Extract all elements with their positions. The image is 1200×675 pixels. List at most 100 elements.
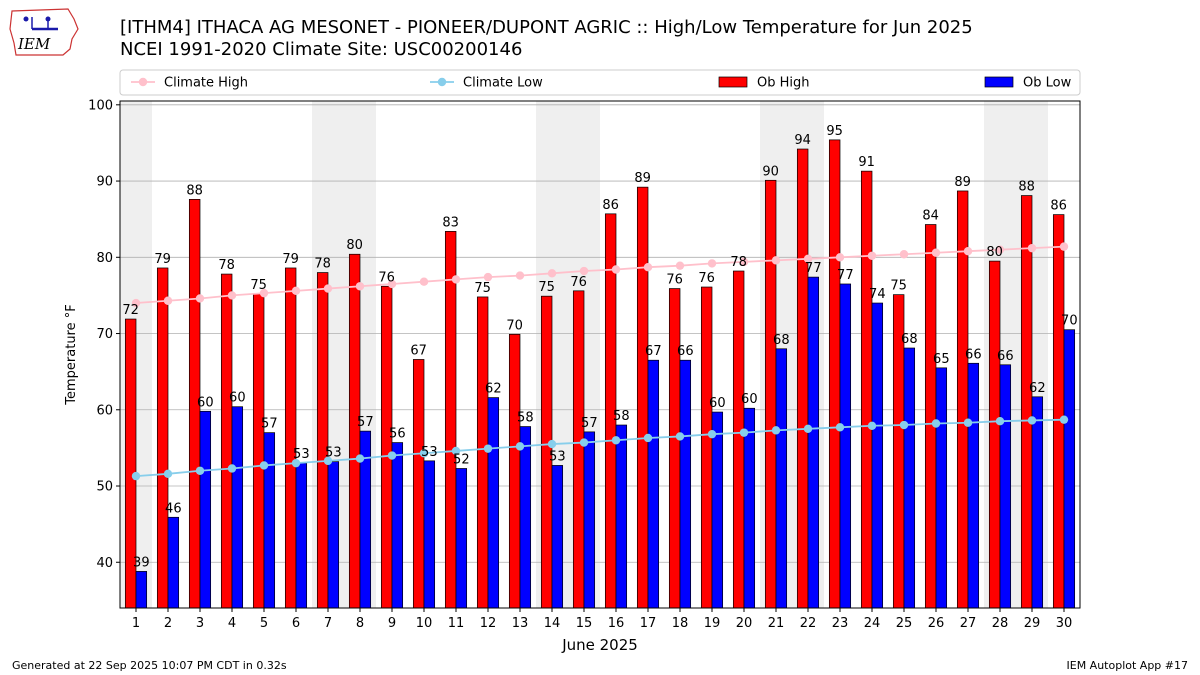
- ob-low-label: 62: [485, 382, 502, 397]
- climate-low-point: [1027, 416, 1037, 425]
- climate-high-point: [643, 263, 653, 272]
- generated-note: Generated at 22 Sep 2025 10:07 PM CDT in…: [12, 659, 287, 672]
- ob-high-label: 76: [570, 275, 587, 290]
- ob-high-label: 67: [410, 343, 427, 358]
- y-tick-label: 70: [96, 327, 113, 342]
- ob-low-bar: [327, 461, 340, 609]
- ob-low-bar: [167, 516, 180, 609]
- climate-high-point: [899, 250, 909, 259]
- climate-high-point: [771, 256, 781, 265]
- climate-low-point: [451, 446, 461, 456]
- ob-high-bar: [156, 267, 169, 609]
- ob-high-label: 94: [794, 133, 811, 148]
- ob-low-bar: [295, 462, 308, 609]
- x-tick-label: 11: [448, 616, 465, 631]
- app-credit: IEM Autoplot App #17: [1066, 659, 1189, 672]
- climate-high-point: [803, 254, 813, 264]
- ob-high-bar: [988, 260, 1001, 609]
- climate-low-point: [803, 424, 813, 434]
- ob-low-bar: [679, 359, 692, 609]
- x-tick-label: 8: [356, 616, 364, 631]
- chart-subtitle: NCEI 1991-2020 Climate Site: USC00200146: [120, 39, 523, 60]
- ob-low-bar: [391, 442, 404, 609]
- climate-high-point: [355, 282, 365, 291]
- climate-low-point: [355, 454, 365, 463]
- x-tick-label: 7: [324, 616, 332, 631]
- x-tick-label: 17: [640, 616, 657, 631]
- ob-high-bar: [380, 285, 393, 609]
- legend-marker: [138, 77, 148, 87]
- ob-low-label: 57: [357, 415, 374, 430]
- climate-low-point: [931, 419, 941, 428]
- climate-high-point: [835, 253, 845, 262]
- ob-low-label: 66: [997, 349, 1014, 364]
- ob-high-label: 80: [346, 238, 363, 253]
- ob-low-label: 53: [325, 446, 342, 461]
- climate-low-point: [643, 433, 653, 443]
- ob-low-label: 60: [741, 392, 758, 407]
- ob-low-bar: [487, 397, 500, 609]
- ob-high-bar: [732, 270, 745, 609]
- climate-high-line: [135, 245, 1065, 304]
- climate-high-point: [195, 294, 205, 303]
- ob-low-bar: [935, 367, 948, 609]
- legend-label: Climate High: [164, 76, 248, 91]
- climate-high-point: [259, 288, 269, 298]
- ob-high-label: 78: [218, 258, 235, 273]
- x-tick-label: 26: [928, 616, 945, 631]
- ob-high-label: 91: [858, 155, 875, 170]
- ob-high-bar: [796, 148, 809, 609]
- climate-high-point: [867, 251, 877, 260]
- climate-high-point: [483, 272, 493, 282]
- climate-high-point: [611, 265, 621, 274]
- ob-high-bar: [764, 179, 777, 609]
- ob-high-label: 78: [730, 255, 747, 270]
- ob-high-label: 90: [762, 164, 779, 179]
- ob-high-bar: [316, 272, 329, 609]
- ob-high-bar: [252, 293, 265, 609]
- legend-label: Ob High: [757, 76, 810, 91]
- ob-low-bar: [999, 364, 1012, 609]
- ob-high-label: 89: [634, 171, 651, 186]
- climate-low-point: [835, 423, 845, 432]
- y-tick-label: 50: [96, 480, 113, 495]
- ob-high-label: 80: [986, 245, 1003, 260]
- y-tick-label: 60: [96, 403, 113, 418]
- ob-high-bar: [220, 273, 233, 609]
- climate-low-point: [1059, 415, 1069, 424]
- ob-high-label: 79: [154, 252, 171, 267]
- climate-high-point: [739, 257, 749, 267]
- ob-high-bar: [412, 359, 425, 609]
- ob-low-label: 74: [869, 287, 886, 302]
- ob-low-bar: [1063, 329, 1076, 609]
- ob-high-label: 75: [250, 278, 267, 293]
- x-tick-label: 16: [608, 616, 625, 631]
- ob-low-label: 77: [805, 261, 822, 276]
- ob-high-label: 76: [378, 270, 395, 285]
- climate-low-point: [227, 464, 237, 473]
- ob-high-label: 78: [314, 257, 331, 272]
- ob-high-bar: [572, 290, 585, 609]
- ob-low-label: 57: [261, 417, 278, 432]
- ob-high-label: 79: [282, 252, 299, 267]
- x-tick-label: 1: [132, 616, 140, 631]
- ob-low-bar: [807, 276, 820, 609]
- ob-high-bar: [668, 288, 681, 609]
- climate-low-point: [131, 471, 141, 481]
- climate-high-point: [419, 277, 429, 286]
- x-tick-label: 14: [544, 616, 561, 631]
- ob-low-label: 58: [517, 411, 534, 426]
- ob-low-label: 52: [453, 452, 470, 467]
- x-tick-label: 24: [864, 616, 881, 631]
- ob-low-bar: [839, 283, 852, 609]
- ob-high-label: 76: [666, 273, 683, 288]
- ob-low-bar: [583, 431, 596, 609]
- legend-label: Climate Low: [463, 76, 543, 91]
- x-tick-label: 18: [672, 616, 689, 631]
- ob-high-label: 70: [506, 318, 523, 333]
- x-axis-title: June 2025: [561, 636, 638, 654]
- climate-high-point: [547, 269, 557, 278]
- iowa-outline-icon: [9, 8, 79, 56]
- climate-high-point: [675, 261, 685, 270]
- ob-low-label: 62: [1029, 381, 1046, 396]
